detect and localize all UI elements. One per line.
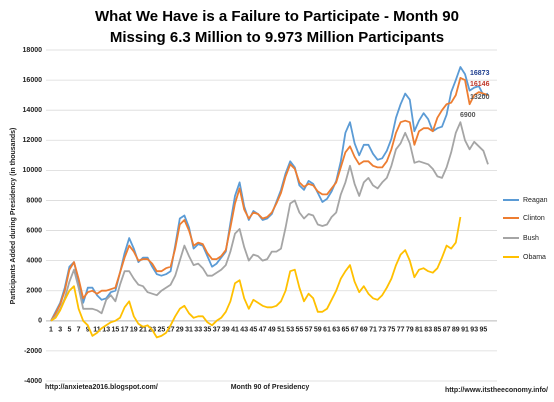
x-tick-label: 91: [461, 327, 469, 334]
x-tick-label: 27: [167, 327, 175, 334]
x-tick-label: 61: [323, 327, 331, 334]
x-tick-label: 45: [250, 327, 258, 334]
x-tick-label: 9: [86, 327, 90, 334]
annotation: 16146: [470, 81, 490, 88]
x-tick-label: 77: [397, 327, 405, 334]
y-tick-label: 8000: [26, 197, 42, 204]
x-tick-label: 49: [268, 327, 276, 334]
x-tick-label: 59: [314, 327, 322, 334]
annotation: 6900: [460, 112, 476, 119]
x-tick-label: 13: [102, 327, 110, 334]
x-tick-label: 63: [332, 327, 340, 334]
x-tick-label: 3: [58, 327, 62, 334]
x-tick-label: 71: [369, 327, 377, 334]
x-tick-label: 19: [130, 327, 138, 334]
y-tick-label: -4000: [24, 378, 42, 385]
footer-text: http://anxietea2016.blogspot.com/: [45, 384, 158, 391]
x-tick-label: 55: [296, 327, 304, 334]
x-tick-label: 83: [424, 327, 432, 334]
legend-label: Obama: [523, 254, 546, 261]
y-axis-label: Participants Added during Presidency (in…: [10, 128, 17, 305]
chart-title: What We Have is a Failure to Participate…: [95, 8, 459, 25]
x-tick-label: 89: [452, 327, 460, 334]
x-tick-label: 65: [342, 327, 350, 334]
x-tick-label: 41: [231, 327, 239, 334]
x-tick-label: 7: [77, 327, 81, 334]
x-tick-label: 21: [139, 327, 147, 334]
x-tick-label: 15: [112, 327, 120, 334]
series-line: [50, 66, 489, 322]
x-tick-label: 73: [378, 327, 386, 334]
x-tick-label: 47: [259, 327, 267, 334]
x-tick-label: 43: [240, 327, 248, 334]
x-tick-label: 35: [204, 327, 212, 334]
footer-text: http://www.itstheeconomy.info/: [445, 387, 548, 394]
legend-label: Reagan: [523, 197, 548, 204]
x-tick-label: 67: [351, 327, 359, 334]
x-tick-label: 85: [434, 327, 442, 334]
x-tick-label: 81: [415, 327, 423, 334]
x-tick-label: 29: [176, 327, 184, 334]
y-tick-label: 10000: [23, 167, 43, 174]
x-tick-label: 87: [443, 327, 451, 334]
x-tick-label: 79: [406, 327, 414, 334]
x-tick-label: 53: [286, 327, 294, 334]
y-tick-label: 18000: [23, 47, 43, 54]
chart-title: Missing 6.3 Million to 9.973 Million Par…: [110, 29, 444, 46]
y-tick-label: 6000: [26, 227, 42, 234]
x-tick-label: 57: [305, 327, 313, 334]
y-tick-label: 14000: [23, 107, 43, 114]
x-axis-label: Month 90 of Presidency: [231, 384, 310, 391]
x-tick-label: 69: [360, 327, 368, 334]
y-tick-label: 12000: [23, 137, 43, 144]
legend-label: Bush: [523, 235, 539, 242]
x-tick-label: 75: [388, 327, 396, 334]
y-tick-label: 16000: [23, 77, 43, 84]
y-tick-label: 0: [38, 318, 42, 325]
y-tick-label: 2000: [26, 288, 42, 295]
legend-label: Clinton: [523, 215, 545, 222]
y-tick-label: -2000: [24, 348, 42, 355]
x-tick-label: 25: [158, 327, 166, 334]
x-tick-label: 39: [222, 327, 230, 334]
annotation: 16873: [470, 70, 490, 77]
series-line: [50, 216, 462, 339]
x-tick-label: 33: [194, 327, 202, 334]
x-tick-label: 95: [480, 327, 488, 334]
y-tick-label: 4000: [26, 257, 42, 264]
x-tick-label: 37: [213, 327, 221, 334]
series-line: [50, 121, 489, 322]
x-tick-label: 5: [67, 327, 71, 334]
x-tick-label: 31: [185, 327, 193, 334]
annotation: 13200: [470, 94, 490, 101]
x-tick-label: 93: [470, 327, 478, 334]
x-tick-label: 17: [121, 327, 129, 334]
x-tick-label: 11: [93, 327, 101, 334]
x-tick-label: 1: [49, 327, 53, 334]
x-tick-label: 51: [277, 327, 285, 334]
series-line: [50, 77, 489, 322]
